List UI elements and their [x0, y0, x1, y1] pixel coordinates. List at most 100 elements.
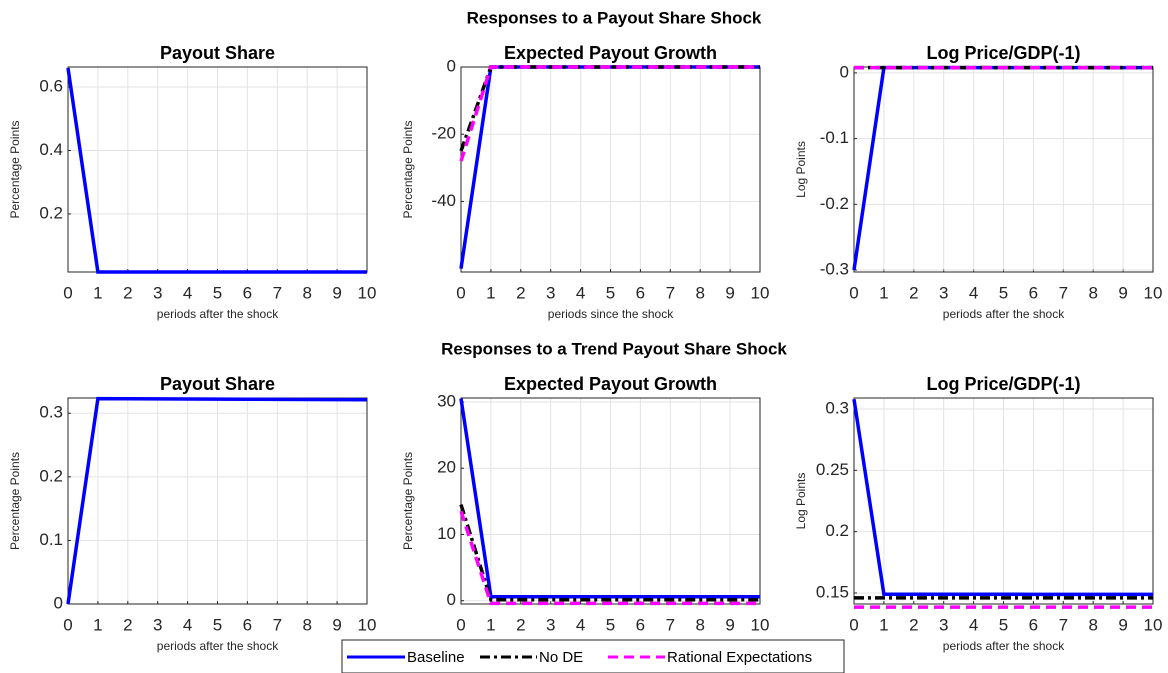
- axes-box: [853, 397, 1154, 605]
- x-tick-label: 2: [123, 615, 132, 634]
- x-tick-label: 0: [456, 615, 465, 634]
- x-tick-label: 6: [636, 283, 645, 302]
- subplot: 0 1 2 3 4 5 6 7 8 9 10 0 10 20 30 Expected Payout Growt…: [401, 374, 769, 653]
- x-tick-label: 6: [243, 283, 252, 302]
- x-tick-label: 8: [695, 615, 704, 634]
- y-tick-label: 0.2: [39, 466, 63, 485]
- x-tick-label: 0: [63, 615, 72, 634]
- y-tick-label: 0: [54, 593, 63, 612]
- x-tick-label: 6: [243, 615, 252, 634]
- y-tick-label: -20: [431, 124, 456, 143]
- y-axis-label: Log Points: [794, 141, 808, 198]
- x-axis-label: periods since the shock: [548, 307, 674, 321]
- y-tick-label: 10: [437, 524, 456, 543]
- x-tick-label: 4: [969, 283, 978, 302]
- y-axis-label: Percentage Points: [8, 452, 22, 550]
- x-tick-label: 7: [1059, 283, 1068, 302]
- x-axis-label: periods after the shock: [157, 307, 279, 321]
- y-axis-label: Log Points: [794, 473, 808, 530]
- x-tick-label: 1: [879, 615, 888, 634]
- series-line: [459, 510, 760, 606]
- x-tick-label: 2: [123, 283, 132, 302]
- y-tick-label: 0.2: [825, 521, 849, 540]
- x-tick-label: 1: [93, 615, 102, 634]
- x-tick-label: 4: [576, 283, 585, 302]
- subplot: 0 1 2 3 4 5 6 7 8 9 10 -40 -20 0 Expected Payout Growt…: [401, 43, 769, 321]
- series-line: [459, 65, 760, 162]
- x-tick-label: 0: [849, 283, 858, 302]
- x-tick-label: 0: [63, 283, 72, 302]
- subplot: 0 1 2 3 4 5 6 7 8 9 10 -0.3 -0.2 -0.1 0 Log Price/GDP(-…: [794, 43, 1162, 321]
- x-tick-label: 2: [516, 615, 525, 634]
- x-axis-label: periods after the shock: [157, 639, 279, 653]
- x-tick-label: 4: [183, 283, 192, 302]
- subplot-title: Expected Payout Growth: [504, 374, 717, 394]
- y-axis-label: Percentage Points: [401, 452, 415, 550]
- series-line: [66, 396, 368, 605]
- y-tick-label: 30: [437, 391, 456, 410]
- y-tick-label: 0.3: [39, 403, 63, 422]
- x-tick-label: 8: [695, 283, 704, 302]
- x-tick-label: 9: [332, 615, 341, 634]
- y-tick-label: 0.2: [39, 203, 63, 222]
- series-line: [459, 398, 760, 599]
- legend-label: Rational Expectations: [667, 649, 812, 666]
- x-tick-label: 1: [486, 283, 495, 302]
- x-tick-label: 10: [358, 283, 377, 302]
- x-tick-label: 2: [909, 615, 918, 634]
- x-tick-label: 6: [1029, 615, 1038, 634]
- legend-label: Baseline: [407, 649, 465, 666]
- x-tick-label: 4: [183, 615, 192, 634]
- x-tick-label: 5: [999, 615, 1008, 634]
- x-tick-label: 7: [666, 615, 675, 634]
- x-tick-label: 8: [1088, 283, 1097, 302]
- y-axis-label: Percentage Points: [8, 120, 22, 218]
- x-tick-label: 6: [1029, 283, 1038, 302]
- y-tick-label: -0.1: [820, 128, 849, 147]
- x-tick-label: 9: [1118, 283, 1127, 302]
- y-tick-label: 0.6: [39, 76, 63, 95]
- subplot-title: Log Price/GDP(-1): [926, 43, 1080, 63]
- x-tick-label: 9: [725, 615, 734, 634]
- subplot-title: Payout Share: [160, 374, 275, 394]
- x-tick-label: 7: [273, 283, 282, 302]
- x-tick-label: 10: [1144, 283, 1163, 302]
- x-tick-label: 10: [751, 283, 770, 302]
- x-tick-label: 9: [1118, 615, 1127, 634]
- subplot-title: Expected Payout Growth: [504, 43, 717, 63]
- y-tick-label: 0.25: [816, 460, 849, 479]
- x-tick-label: 5: [999, 283, 1008, 302]
- x-tick-label: 8: [302, 283, 311, 302]
- subplot-title: Payout Share: [160, 43, 275, 63]
- x-tick-label: 5: [606, 615, 615, 634]
- x-axis-label: periods after the shock: [943, 639, 1065, 653]
- x-tick-label: 7: [273, 615, 282, 634]
- y-tick-label: 0.4: [39, 140, 63, 159]
- x-tick-label: 3: [939, 283, 948, 302]
- x-tick-label: 10: [751, 615, 770, 634]
- x-tick-label: 1: [93, 283, 102, 302]
- y-tick-label: -0.2: [820, 194, 849, 213]
- super-title: Responses to a Trend Payout Share Shock: [441, 339, 787, 358]
- x-tick-label: 8: [1088, 615, 1097, 634]
- y-axis-label: Percentage Points: [401, 120, 415, 218]
- x-tick-label: 2: [909, 283, 918, 302]
- y-tick-label: 0: [447, 590, 456, 609]
- x-tick-label: 5: [606, 283, 615, 302]
- x-tick-label: 5: [213, 283, 222, 302]
- x-axis-label: periods after the shock: [943, 307, 1065, 321]
- x-tick-label: 7: [1059, 615, 1068, 634]
- subplot: 0 1 2 3 4 5 6 7 8 9 10 0.15 0.2 0.25 0.3 Log Price/GDP(…: [794, 374, 1162, 653]
- subplot: 0 1 2 3 4 5 6 7 8 9 10 0 0.1 0.2 0.3 Payout Share period…: [8, 374, 376, 653]
- x-tick-label: 3: [939, 615, 948, 634]
- y-tick-label: 20: [437, 458, 456, 477]
- x-tick-label: 10: [358, 615, 377, 634]
- subplot-title: Log Price/GDP(-1): [926, 374, 1080, 394]
- x-tick-label: 4: [969, 615, 978, 634]
- x-tick-label: 1: [879, 283, 888, 302]
- x-tick-label: 9: [332, 283, 341, 302]
- x-tick-label: 0: [849, 615, 858, 634]
- x-tick-label: 2: [516, 283, 525, 302]
- x-tick-label: 1: [486, 615, 495, 634]
